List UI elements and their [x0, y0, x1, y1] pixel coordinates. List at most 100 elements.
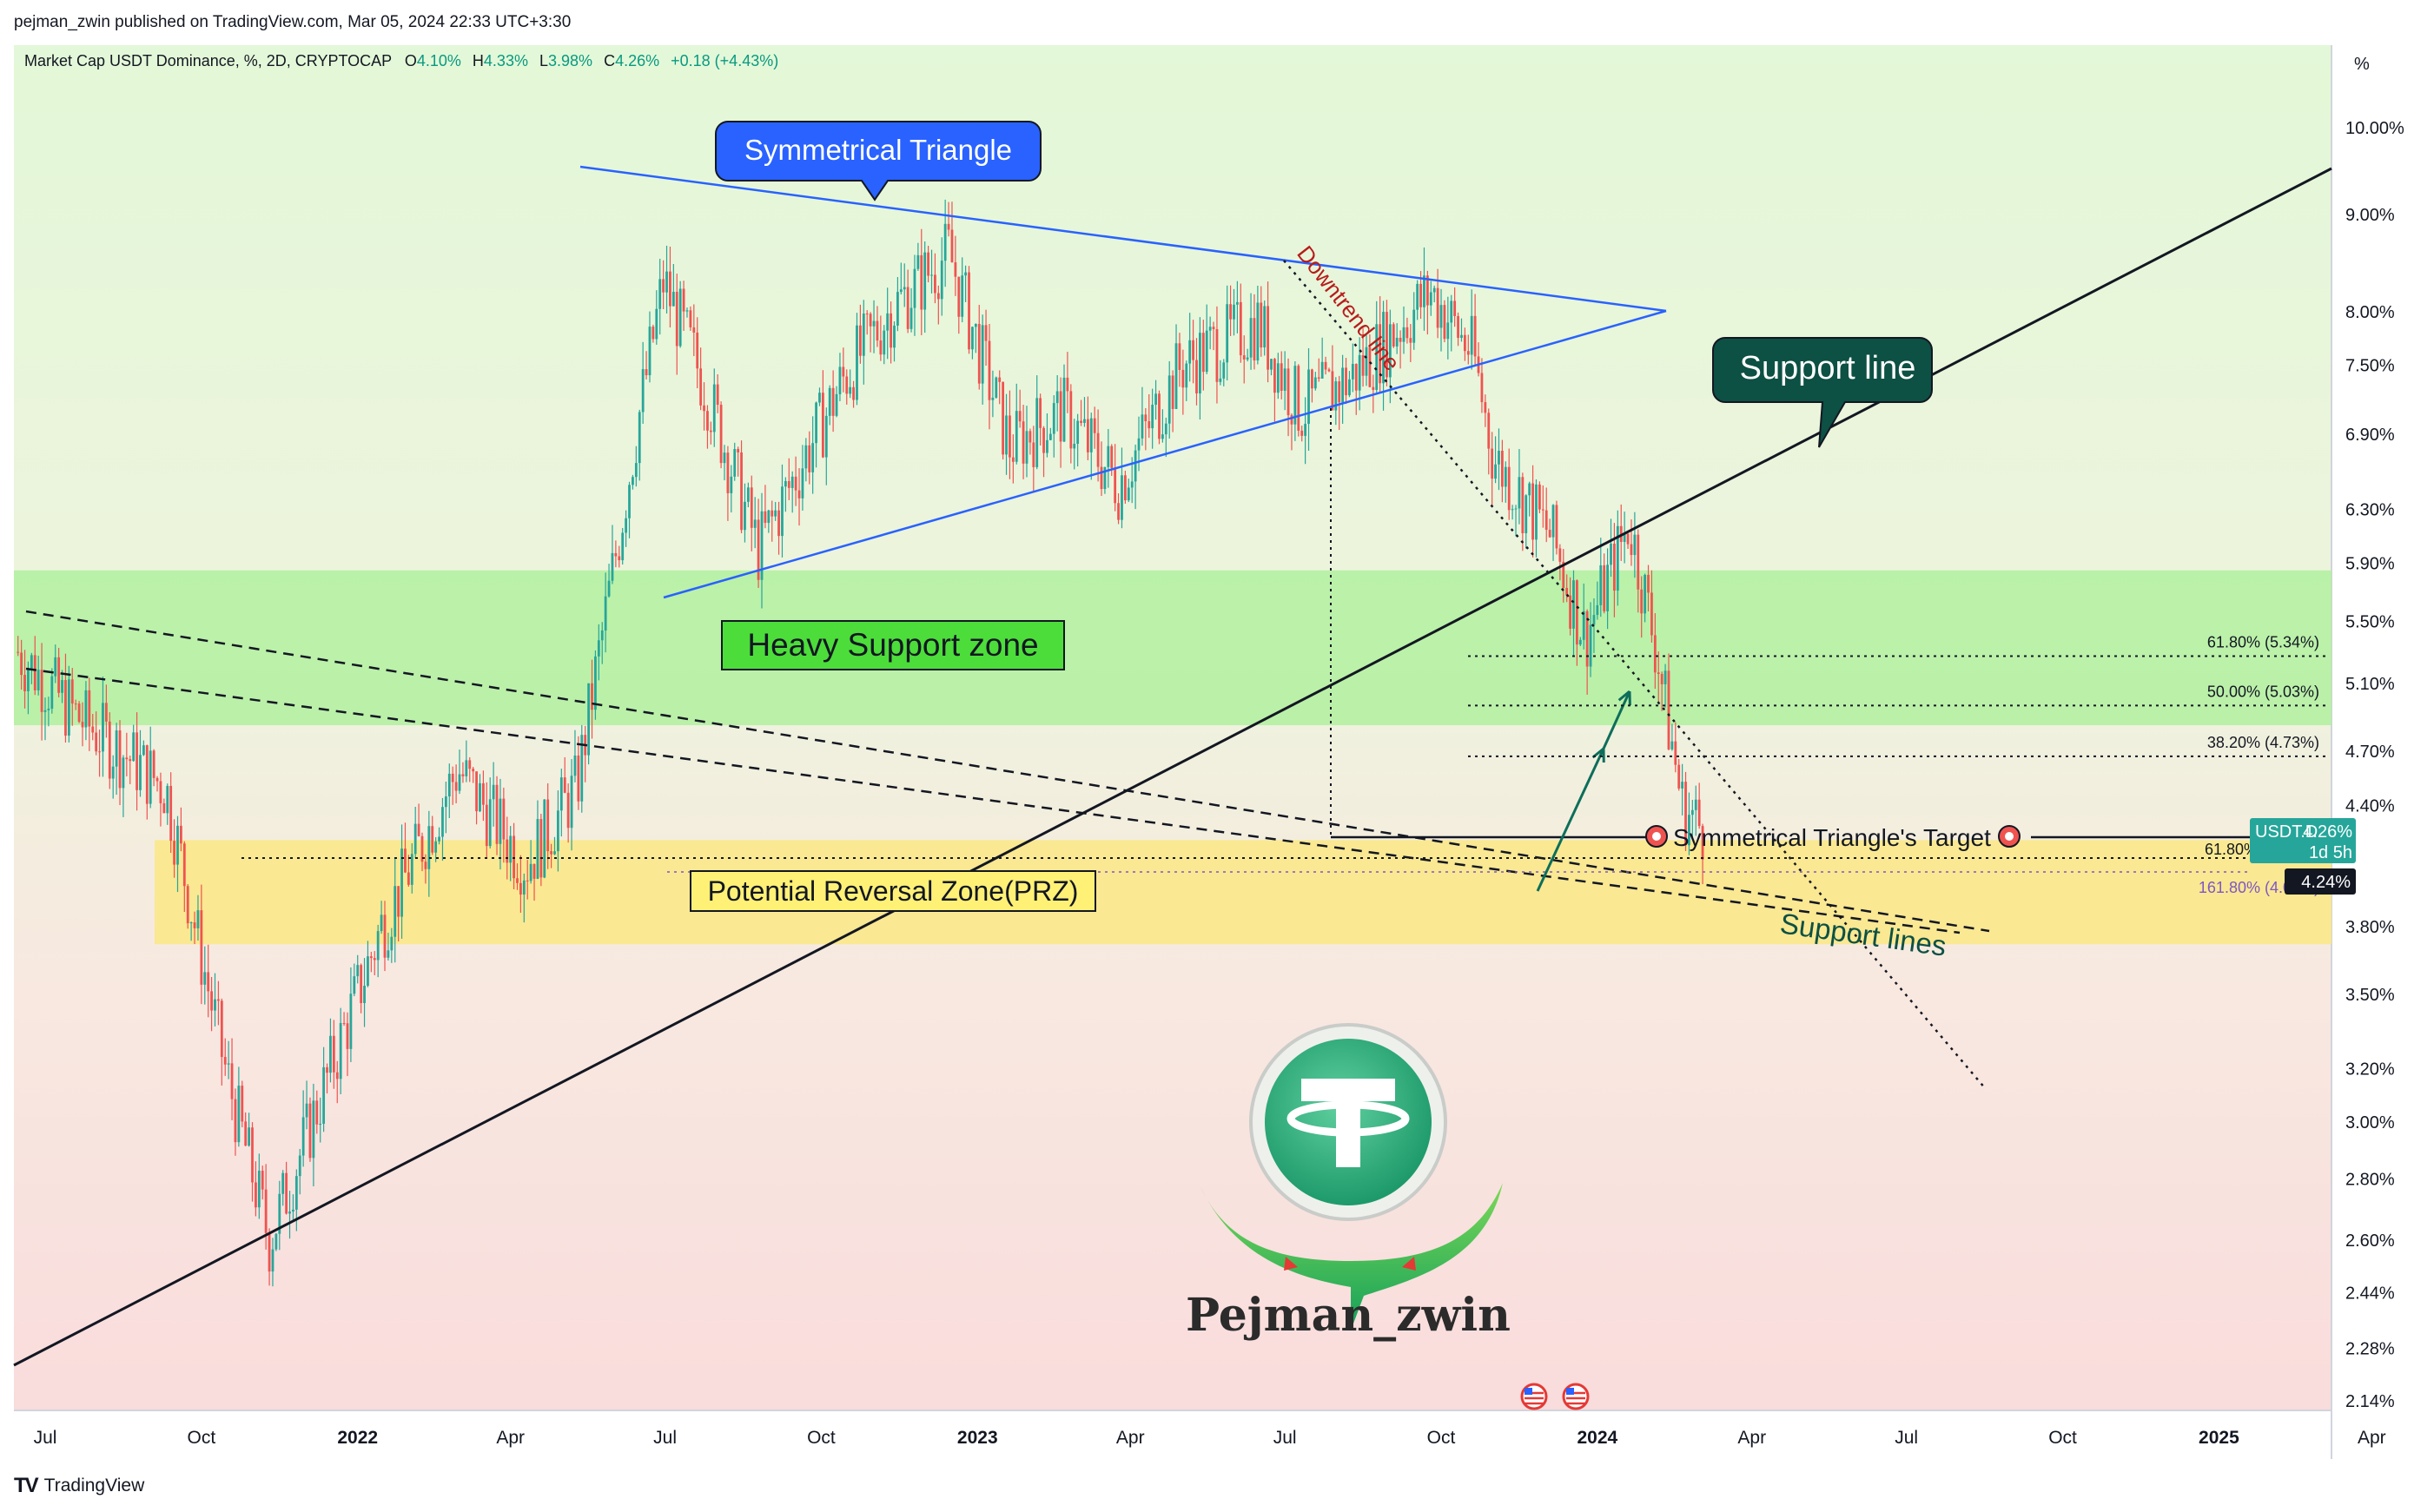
- candle-body: [461, 774, 465, 776]
- price-axis[interactable]: 10.00% 9.00% 8.00% 7.50% 6.90% 6.30% 5.90% 5.50…: [2345, 119, 2404, 1411]
- candle-body: [577, 755, 580, 802]
- candle-body: [1093, 418, 1096, 433]
- candle-body: [818, 393, 821, 403]
- triangle-upper-line: [579, 165, 1667, 313]
- candle-body: [237, 1086, 241, 1143]
- cursor-price-value: 4.24%: [2301, 873, 2351, 892]
- candle-body: [706, 411, 709, 431]
- price-tag-value: 4.26%: [2303, 822, 2352, 842]
- candle-body: [968, 272, 970, 350]
- candle-body: [203, 972, 207, 985]
- candle-body: [420, 835, 424, 862]
- candle-body: [485, 804, 488, 847]
- candle-body: [1487, 413, 1491, 449]
- candle-body: [1562, 561, 1565, 588]
- candle-body: [750, 487, 753, 528]
- candle-body: [1372, 386, 1375, 390]
- candle-body: [971, 327, 974, 350]
- support-trendline: [13, 167, 2332, 1367]
- candle-body: [441, 807, 444, 837]
- candle-body: [1406, 327, 1409, 339]
- candle-body: [607, 580, 611, 597]
- candle-body: [1548, 530, 1551, 538]
- x-tick-label: Apr: [1737, 1428, 1766, 1448]
- candle-body: [879, 340, 883, 355]
- candle-body: [271, 1249, 274, 1272]
- candle-body: [468, 760, 472, 769]
- candle-body: [342, 1023, 346, 1025]
- candle-body: [1199, 333, 1201, 394]
- candle-body: [444, 796, 447, 808]
- time-axis[interactable]: Jul Oct 2022 Apr Jul Oct 2023 Apr Jul Oct 2024 Apr J…: [34, 1428, 2434, 1448]
- candle-body: [390, 936, 394, 951]
- candle-body: [1416, 283, 1419, 310]
- fib-level-label: 38.20% (4.73%): [2207, 734, 2319, 751]
- candle-body: [182, 843, 186, 887]
- candle-body: [632, 477, 634, 485]
- support-line-dashed-2: [25, 667, 1961, 934]
- candle-body: [70, 679, 74, 704]
- candle-body: [145, 745, 149, 804]
- candle-body: [733, 449, 737, 477]
- candle-body: [1270, 359, 1273, 370]
- candle-body: [360, 965, 363, 1004]
- candle-body: [1365, 347, 1368, 376]
- x-tick-label: 2024: [1577, 1428, 1618, 1448]
- candle-body: [108, 721, 111, 779]
- candle-body: [104, 703, 108, 722]
- candle-body: [329, 1035, 332, 1073]
- candle-body: [1446, 322, 1450, 340]
- candle-body: [125, 757, 129, 760]
- candle-body: [947, 223, 950, 230]
- candle-body: [1002, 381, 1005, 455]
- candle-body: [1395, 337, 1399, 347]
- candle-body: [838, 366, 842, 394]
- candle-body: [890, 313, 892, 348]
- candle-body: [777, 510, 780, 537]
- candle-body: [356, 965, 360, 977]
- candle-body: [1141, 414, 1144, 439]
- candle-body: [84, 690, 88, 728]
- candle-body: [1653, 635, 1657, 673]
- y-tick-label: 3.50%: [2345, 986, 2395, 1005]
- candle-body: [1460, 334, 1463, 339]
- candle-body: [1039, 398, 1042, 428]
- candle-body: [1544, 510, 1548, 531]
- candle-body: [553, 851, 556, 855]
- candle-body: [913, 268, 916, 308]
- legend-change: +0.18 (+4.43%): [671, 52, 778, 69]
- candle-body: [98, 751, 101, 753]
- candle-body: [1637, 534, 1640, 590]
- candle-body: [162, 802, 166, 814]
- cursor-price-tag: 4.24%: [2285, 868, 2356, 895]
- candle-body: [856, 325, 858, 400]
- candle-body: [1222, 362, 1226, 379]
- candle-body: [1582, 611, 1585, 640]
- candle-body: [539, 819, 543, 878]
- candle-body: [1569, 595, 1571, 629]
- candle-body: [950, 229, 954, 263]
- candle-body: [223, 1057, 227, 1065]
- candle-body: [1551, 505, 1555, 538]
- candle-body: [196, 910, 200, 928]
- candle-body: [369, 956, 373, 959]
- candle-body: [546, 799, 550, 852]
- logo-caption: Pejman_zwin: [1186, 1289, 1511, 1342]
- candle-body: [1423, 275, 1425, 307]
- candle-body: [1253, 318, 1256, 361]
- chart-area[interactable]: 61.80% (5.34%) 50.00% (5.03%) 38.20% (4.73…: [0, 45, 2434, 1459]
- candle-body: [230, 1063, 234, 1099]
- candle-body: [1399, 337, 1402, 342]
- candle-body: [81, 722, 84, 728]
- candle-body: [876, 320, 879, 341]
- candle-body: [292, 1209, 294, 1212]
- candle-body: [1514, 508, 1518, 510]
- candle-body: [1035, 398, 1039, 467]
- candle-body: [699, 368, 703, 406]
- candle-body: [920, 254, 923, 310]
- candle-body: [1201, 333, 1205, 373]
- candle-body: [536, 819, 539, 879]
- candle-body: [719, 405, 723, 464]
- x-tick-label: Apr: [496, 1428, 525, 1448]
- tradingview-logo-icon: TV: [14, 1473, 39, 1497]
